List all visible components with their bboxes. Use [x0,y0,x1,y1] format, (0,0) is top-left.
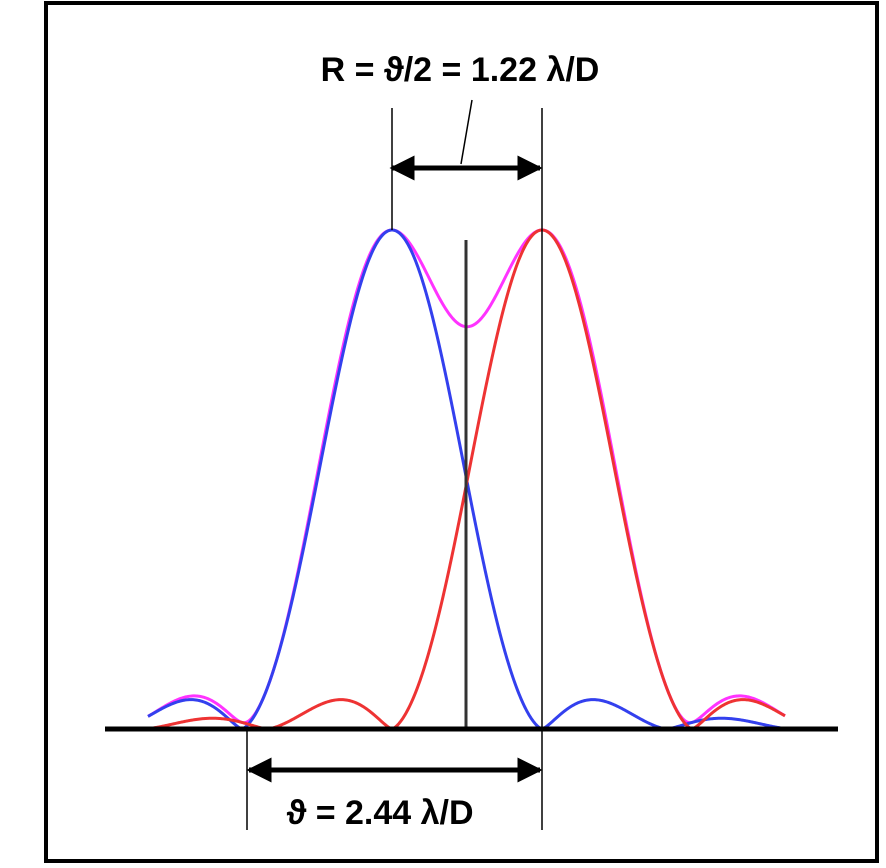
frame [44,1,879,863]
width-label: ϑ = 2.44 λ/D [286,794,473,832]
leader-line [460,99,473,165]
separation-label: R = ϑ/2 = 1.22 λ/D [321,51,600,89]
